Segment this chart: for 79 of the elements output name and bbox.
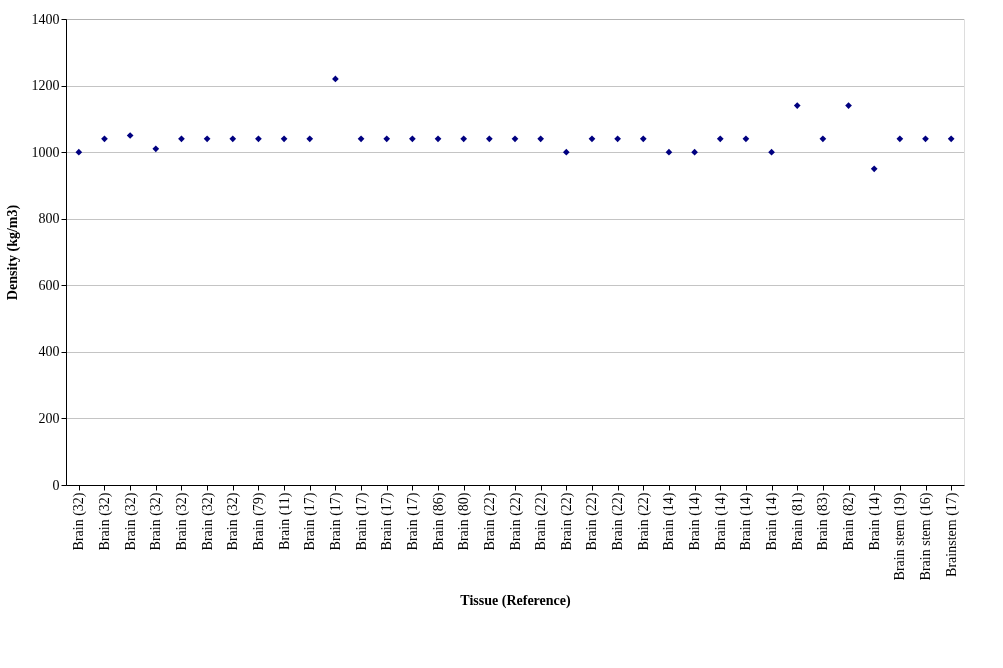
y-tick-label: 0 bbox=[52, 477, 60, 493]
point bbox=[845, 102, 852, 109]
y-tick-label: 1400 bbox=[31, 11, 60, 27]
point bbox=[742, 135, 750, 143]
point bbox=[460, 135, 468, 143]
x-tick-label: Brain (14) bbox=[866, 492, 883, 551]
point bbox=[101, 135, 108, 143]
point bbox=[922, 135, 929, 143]
point bbox=[203, 135, 211, 143]
point bbox=[255, 135, 262, 143]
point bbox=[152, 145, 160, 153]
x-tick-label: Brain (32) bbox=[148, 492, 165, 551]
point bbox=[537, 135, 545, 143]
y-tick-label: 1000 bbox=[31, 144, 60, 160]
point bbox=[178, 135, 185, 143]
point bbox=[485, 135, 493, 143]
x-tick-label: Brain (82) bbox=[841, 492, 858, 551]
y-tick-label: 1200 bbox=[31, 78, 60, 94]
point bbox=[75, 148, 83, 156]
point bbox=[280, 135, 288, 143]
x-tick-label: Brain (79) bbox=[250, 492, 267, 551]
point bbox=[870, 165, 878, 173]
x-tick-label: Brain (32) bbox=[199, 492, 216, 551]
x-tick-label: Brain (22) bbox=[610, 492, 627, 551]
x-tick-label: Brain (22) bbox=[584, 492, 601, 551]
x-tick-label: Brain (22) bbox=[533, 492, 550, 551]
y-tick-label: 600 bbox=[38, 277, 60, 293]
x-tick-label: Brain (22) bbox=[507, 492, 524, 551]
x-tick-label: Brain (17) bbox=[404, 492, 421, 551]
x-tick-label: Brain (80) bbox=[456, 492, 473, 551]
point bbox=[306, 135, 314, 143]
point bbox=[511, 135, 519, 143]
x-tick-label: Brainstem (17) bbox=[943, 492, 960, 577]
x-tick-label: Brain (11) bbox=[276, 492, 293, 550]
x-tick-label: Brain (86) bbox=[430, 492, 447, 551]
x-tick-label: Brain (22) bbox=[635, 492, 652, 551]
point bbox=[691, 148, 698, 156]
point bbox=[614, 135, 621, 143]
point bbox=[793, 102, 801, 109]
y-tick-label: 400 bbox=[38, 344, 60, 360]
point bbox=[639, 135, 647, 143]
x-tick-label: Brain (32) bbox=[225, 492, 242, 551]
x-tick-label: Brain (22) bbox=[558, 492, 575, 551]
point bbox=[562, 148, 570, 156]
x-tick-label: Brain (17) bbox=[379, 492, 396, 551]
point bbox=[229, 135, 237, 143]
x-tick-label: Brain (14) bbox=[661, 492, 678, 551]
point bbox=[768, 148, 775, 156]
point bbox=[434, 135, 442, 143]
x-tick-label: Brain (14) bbox=[738, 492, 755, 551]
x-tick-label: Brain (32) bbox=[71, 492, 88, 551]
x-tick-label: Brain (81) bbox=[789, 492, 806, 551]
point bbox=[716, 135, 724, 143]
x-tick-label: Brain stem (16) bbox=[918, 492, 935, 581]
point bbox=[947, 135, 955, 143]
point bbox=[409, 135, 416, 143]
y-tick-label: 200 bbox=[38, 410, 60, 426]
point bbox=[896, 135, 904, 143]
y-axis-title: Density (kg/m3) bbox=[4, 204, 21, 301]
x-tick-label: Brain (14) bbox=[712, 492, 729, 551]
x-tick-label: Brain (17) bbox=[353, 492, 370, 551]
point bbox=[383, 135, 391, 143]
x-axis-title: Tissue (Reference) bbox=[460, 593, 571, 610]
point bbox=[357, 135, 365, 143]
x-tick-label: Brain (32) bbox=[173, 492, 190, 551]
point bbox=[588, 135, 596, 143]
x-tick-label: Brain (14) bbox=[764, 492, 781, 551]
y-tick-label: 800 bbox=[38, 211, 60, 227]
x-tick-label: Brain (14) bbox=[687, 492, 704, 551]
x-tick-label: Brain stem (19) bbox=[892, 492, 909, 581]
x-tick-label: Brain (32) bbox=[96, 492, 113, 551]
x-tick-label: Brain (17) bbox=[302, 492, 319, 551]
x-tick-label: Brain (22) bbox=[481, 492, 498, 551]
point bbox=[819, 135, 827, 143]
x-tick-label: Brain (32) bbox=[122, 492, 139, 551]
point bbox=[332, 75, 339, 83]
point bbox=[665, 148, 673, 156]
x-tick-label: Brain (17) bbox=[327, 492, 344, 551]
x-tick-label: Brain (83) bbox=[815, 492, 832, 551]
